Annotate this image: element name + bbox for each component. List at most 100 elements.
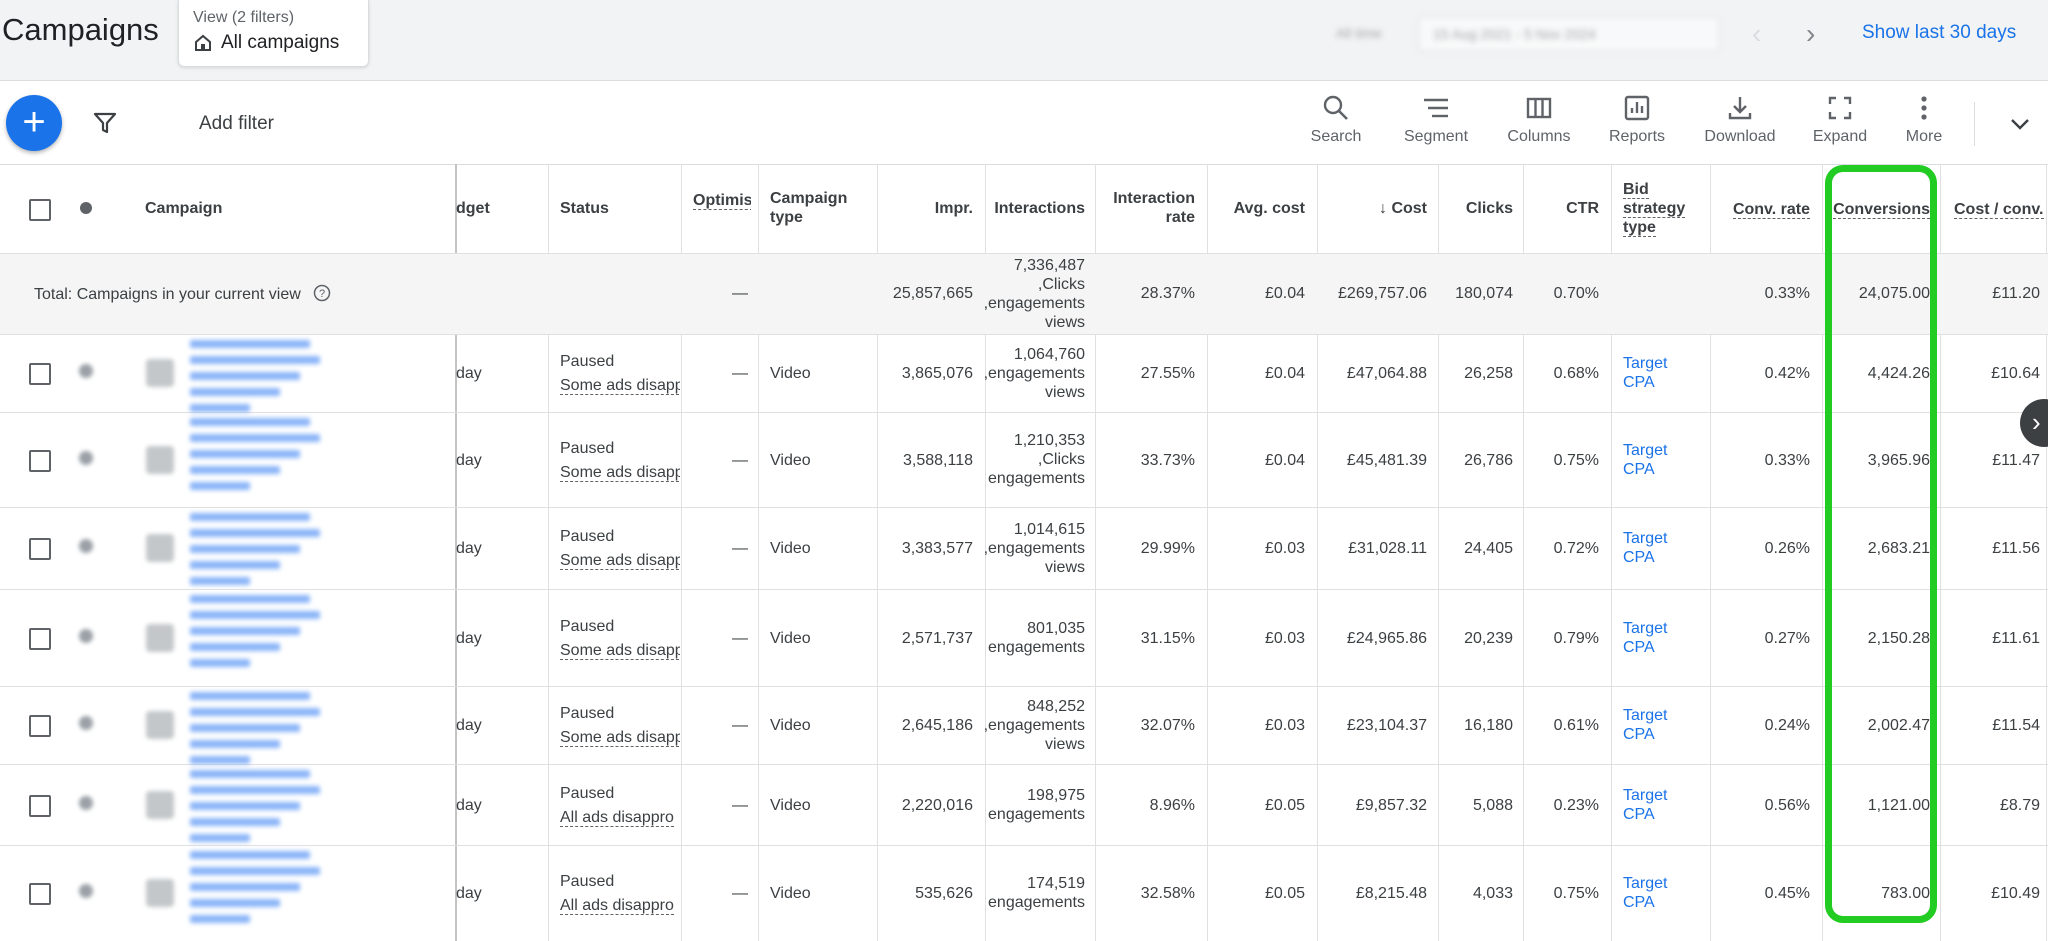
row-campaign-name[interactable] xyxy=(190,847,320,931)
row-campaign-name[interactable] xyxy=(190,336,320,420)
col-bid-strategy-type[interactable]: Bid strategy type xyxy=(1623,180,1686,237)
row-optimisation: — xyxy=(732,540,748,557)
help-icon[interactable]: ? xyxy=(313,284,331,302)
row-bid-strategy-link[interactable]: Target CPA xyxy=(1623,786,1667,824)
col-impr[interactable]: Impr. xyxy=(934,200,973,217)
date-label: All time xyxy=(1336,25,1382,41)
total-conversions: 24,075.00 xyxy=(1858,285,1930,302)
row-status-dot xyxy=(79,450,93,465)
row-campaign-name[interactable] xyxy=(190,688,320,772)
filter-icon[interactable] xyxy=(92,110,118,136)
row-checkbox[interactable] xyxy=(29,883,51,905)
col-budget[interactable]: dget xyxy=(456,200,490,217)
chevron-left-icon[interactable]: ‹ xyxy=(1752,18,1762,49)
chevron-down-icon[interactable] xyxy=(2008,112,2032,136)
row-conversions: 1,121.00 xyxy=(1867,796,1930,814)
total-inter-l2: Clicks, xyxy=(1037,276,1085,293)
row-optimisation: — xyxy=(732,629,748,647)
row-conversions: 783.00 xyxy=(1881,885,1930,902)
row-checkbox[interactable] xyxy=(29,363,51,385)
col-cost-per-conv[interactable]: Cost / conv. xyxy=(1954,200,2044,219)
row-bid-strategy-link[interactable]: Target CPA xyxy=(1623,529,1667,567)
row-bid-strategy-link[interactable]: Target CPA xyxy=(1623,874,1667,912)
segment-tool-label: Segment xyxy=(1403,128,1469,145)
col-campaign[interactable]: Campaign xyxy=(145,200,223,217)
add-campaign-button[interactable]: + xyxy=(6,95,62,151)
row-bid-strategy-link[interactable]: Target CPA xyxy=(1623,706,1667,744)
row-cost-per-conv: £11.47 xyxy=(1992,451,2040,469)
expand-tool[interactable]: Expand xyxy=(1808,94,1872,154)
total-ctr: 0.70% xyxy=(1553,285,1599,302)
reports-tool[interactable]: Reports xyxy=(1603,94,1671,154)
row-interactions-line: engagements xyxy=(988,638,1085,656)
row-status-sub[interactable]: Some ads disapp xyxy=(560,641,680,660)
col-interactions[interactable]: Interactions xyxy=(994,200,1085,217)
row-interactions-line: engagements xyxy=(988,805,1085,823)
col-bid-l2: strategy xyxy=(1623,200,1686,218)
chevron-right-icon[interactable]: › xyxy=(1806,18,1816,49)
row-bid-strategy-link[interactable]: Target CPA xyxy=(1623,441,1667,479)
row-campaign-name[interactable] xyxy=(190,414,320,498)
row-conv-rate: 0.26% xyxy=(1764,540,1810,557)
row-clicks: 5,088 xyxy=(1472,796,1513,814)
col-conversions[interactable]: Conversions xyxy=(1822,200,1930,219)
segment-tool[interactable]: Segment xyxy=(1398,94,1474,154)
row-status-sub[interactable]: Some ads disapp xyxy=(560,463,680,482)
row-status-sub[interactable]: Some ads disapp xyxy=(560,728,680,747)
row-clicks: 26,786 xyxy=(1464,451,1513,469)
date-range-picker[interactable]: All time 15 Aug 2021 - 5 Nov 2024 xyxy=(1330,14,1730,54)
date-range-box[interactable]: 15 Aug 2021 - 5 Nov 2024 xyxy=(1418,16,1720,52)
col-conv-rate[interactable]: Conv. rate xyxy=(1710,200,1810,219)
search-tool[interactable]: Search xyxy=(1306,94,1366,154)
row-status-sub[interactable]: All ads disappro xyxy=(560,896,680,915)
row-checkbox[interactable] xyxy=(29,715,51,737)
row-bid-strategy-link[interactable]: Target CPA xyxy=(1623,354,1667,392)
view-selector[interactable]: View (2 filters) All campaigns xyxy=(178,0,369,67)
view-name: All campaigns xyxy=(193,32,339,54)
row-interactions-line: 198,975 xyxy=(1027,786,1085,804)
date-range-text: 15 Aug 2021 - 5 Nov 2024 xyxy=(1433,26,1596,42)
row-status: Paused xyxy=(560,705,615,722)
col-avg-cost[interactable]: Avg. cost xyxy=(1233,200,1305,217)
row-checkbox[interactable] xyxy=(29,627,51,650)
row-bid-strategy-link[interactable]: Target CPA xyxy=(1623,619,1667,657)
row-ctr: 0.75% xyxy=(1553,451,1599,469)
row-campaign-name[interactable] xyxy=(190,591,320,675)
row-bid-l2: CPA xyxy=(1623,549,1655,566)
row-conv-rate: 0.27% xyxy=(1764,629,1810,647)
row-interactions-line: 801,035 xyxy=(1027,619,1085,637)
row-status-sub[interactable]: Some ads disapp xyxy=(560,551,680,570)
row-budget: day xyxy=(456,885,482,902)
row-avg-cost: £0.04 xyxy=(1264,451,1305,469)
row-status-dot xyxy=(79,628,93,643)
col-cost[interactable]: ↓ Cost xyxy=(1317,199,1427,218)
row-status-dot xyxy=(79,364,93,378)
col-ctr[interactable]: CTR xyxy=(1566,200,1599,217)
col-campaign-type-l1: Campaign xyxy=(770,190,848,207)
col-optimisation[interactable]: Optimis xyxy=(693,191,751,210)
row-cost: £45,481.39 xyxy=(1346,451,1427,469)
row-campaign-name[interactable] xyxy=(190,509,320,593)
col-campaign-type[interactable]: Campaign type xyxy=(770,189,847,227)
col-status[interactable]: Status xyxy=(560,200,609,217)
total-label: Total: Campaigns in your current view ? xyxy=(34,284,331,304)
row-avg-cost: £0.04 xyxy=(1264,365,1305,382)
row-campaign-name[interactable] xyxy=(190,766,320,850)
row-status-sub[interactable]: Some ads disapp xyxy=(560,376,680,395)
row-checkbox[interactable] xyxy=(29,794,51,817)
col-interaction-rate[interactable]: Interaction rate xyxy=(1095,189,1195,227)
add-filter-button[interactable]: Add filter xyxy=(199,113,274,134)
download-tool[interactable]: Download xyxy=(1698,94,1782,154)
show-last-30-days-link[interactable]: Show last 30 days xyxy=(1862,22,2017,43)
row-ctr: 0.68% xyxy=(1553,365,1599,382)
more-tool[interactable]: More xyxy=(1896,94,1952,154)
total-impr: 25,857,665 xyxy=(892,285,973,302)
col-clicks[interactable]: Clicks xyxy=(1465,200,1513,217)
row-status-sub[interactable]: All ads disappro xyxy=(560,808,680,827)
table-toolbar: + Add filter Search Segment Columns Repo… xyxy=(0,84,2048,165)
select-all-checkbox[interactable] xyxy=(29,199,51,221)
row-status-dot xyxy=(79,716,93,730)
columns-tool[interactable]: Columns xyxy=(1502,94,1576,154)
row-checkbox[interactable] xyxy=(29,449,51,472)
row-checkbox[interactable] xyxy=(29,538,51,560)
